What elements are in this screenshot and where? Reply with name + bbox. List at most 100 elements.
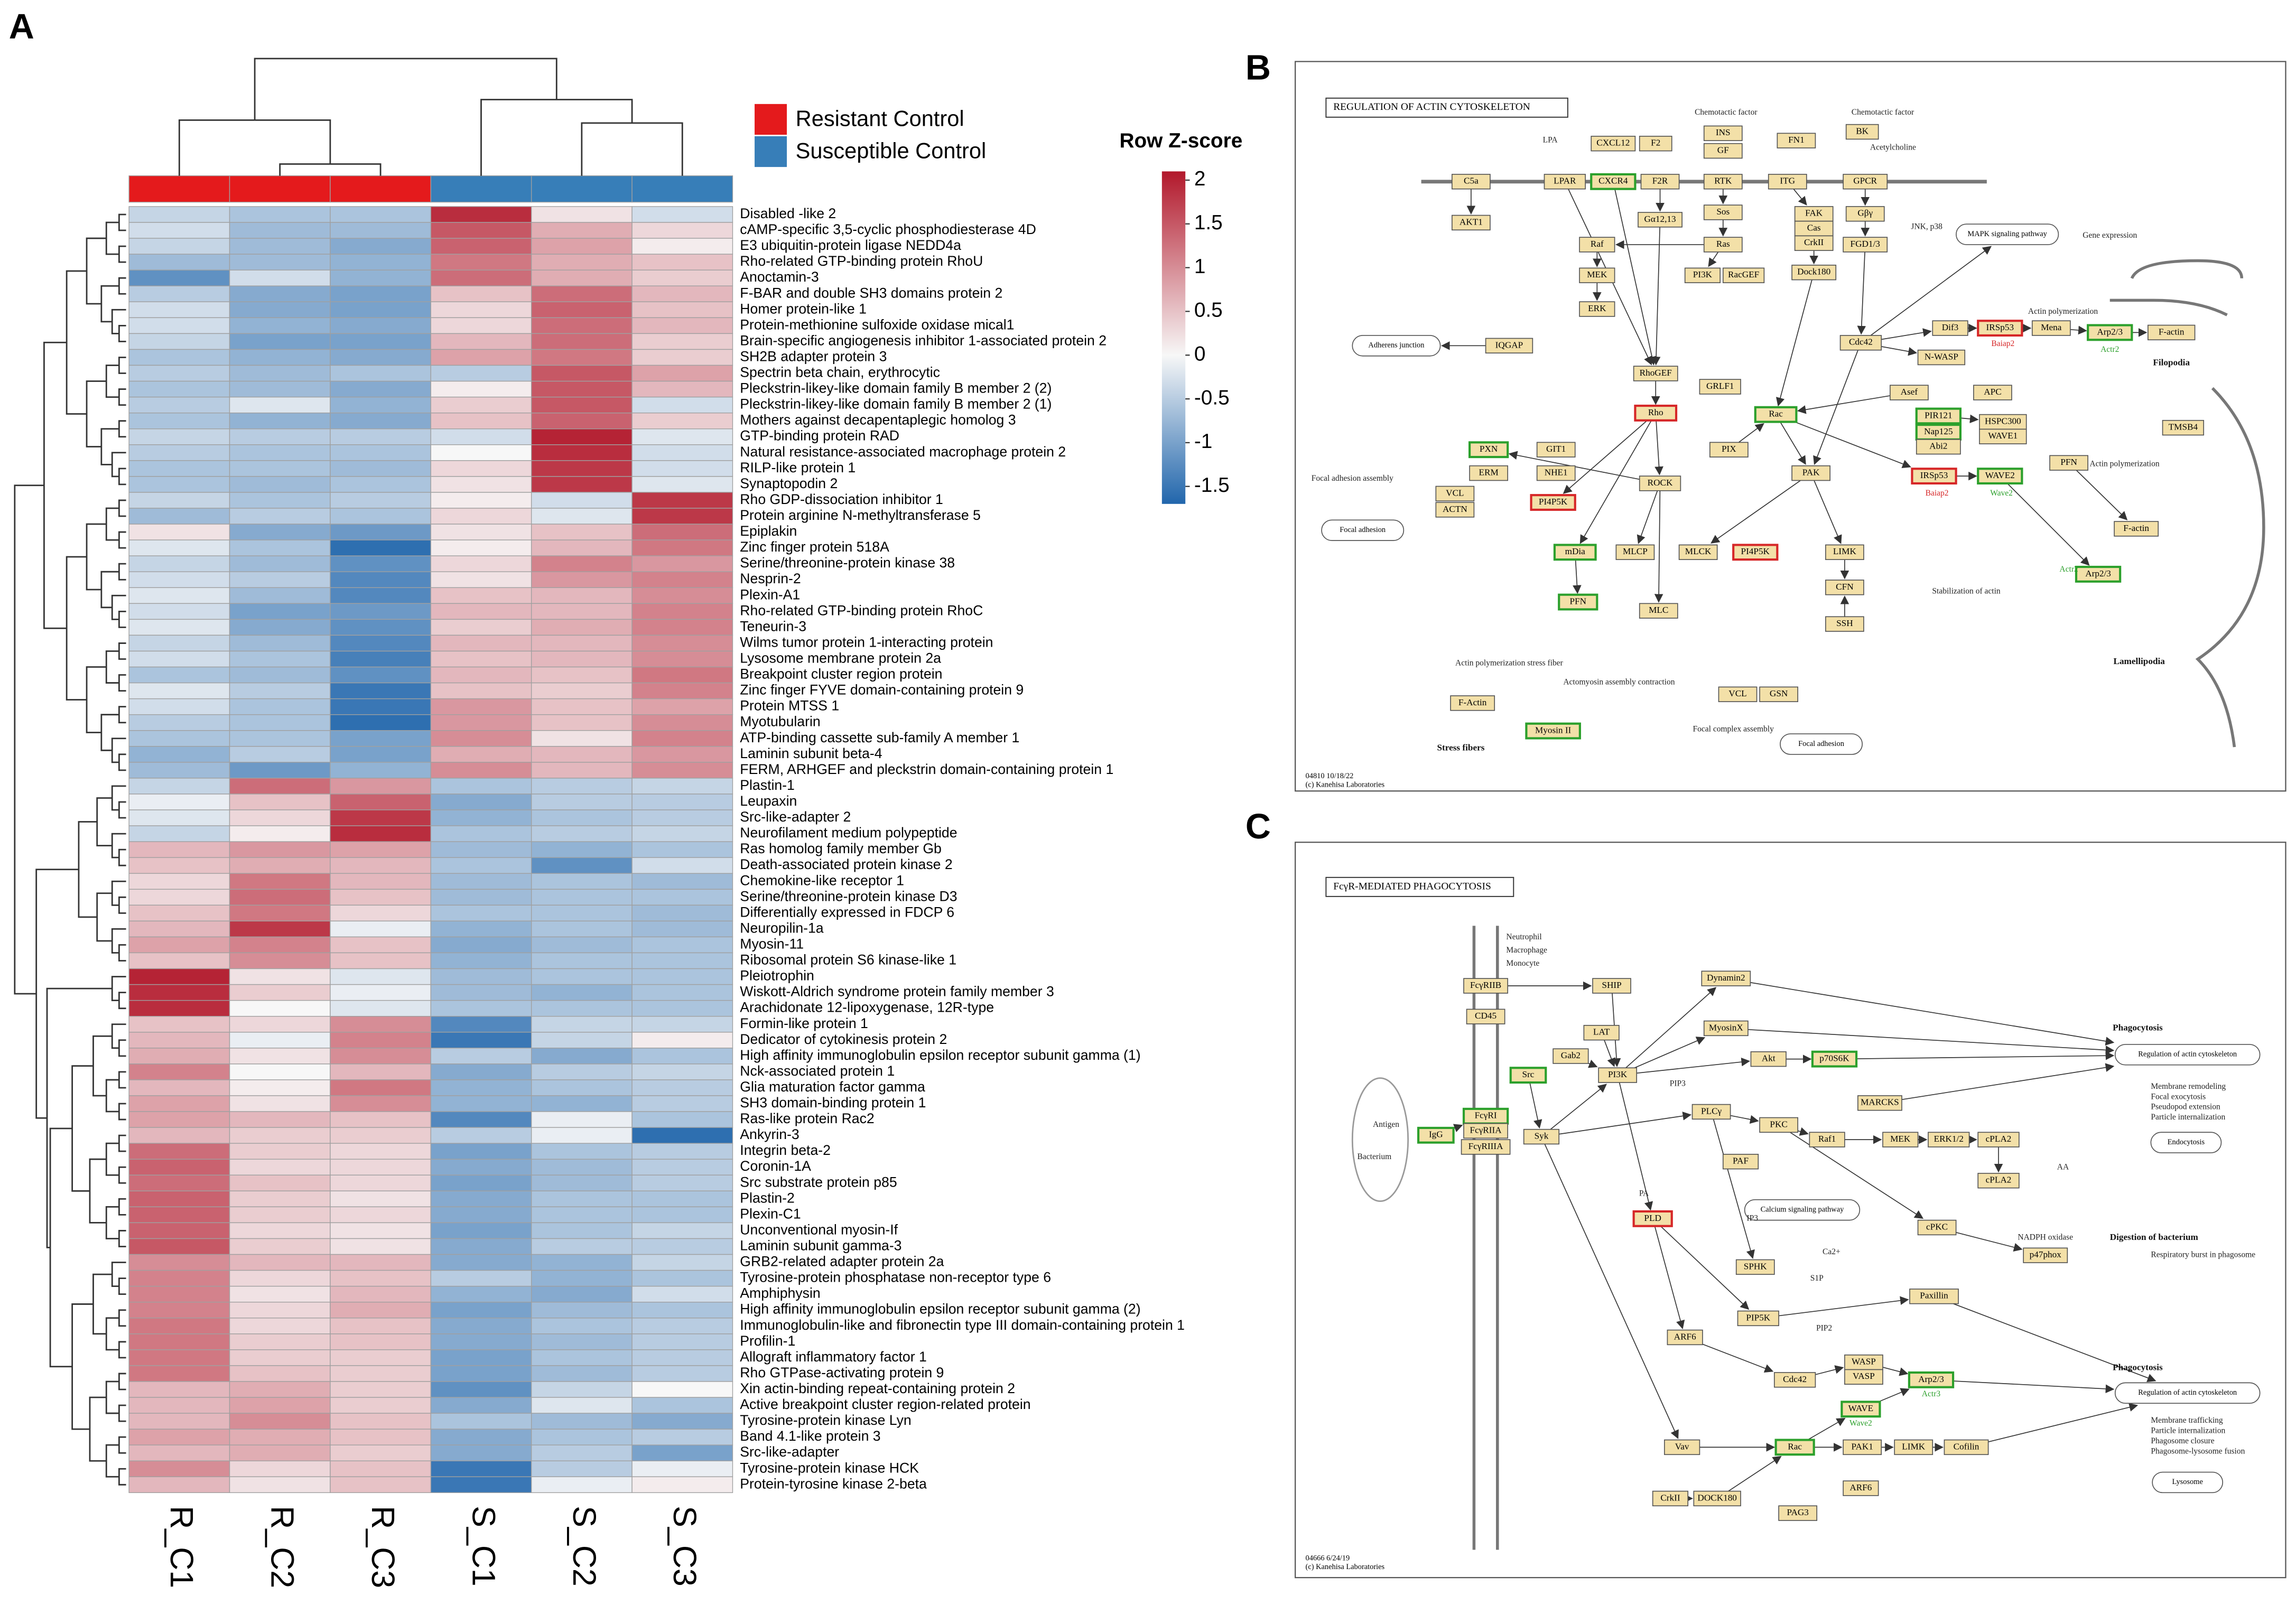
heatmap-cell bbox=[430, 714, 532, 731]
row-label: Breakpoint cluster region protein bbox=[740, 666, 942, 682]
node-label: MyosinX bbox=[1709, 1022, 1744, 1032]
node-label: PAK bbox=[1802, 468, 1820, 478]
node-label: F-Actin bbox=[1458, 697, 1487, 707]
heatmap-cell bbox=[631, 904, 733, 922]
heatmap-cell bbox=[631, 984, 733, 1001]
heatmap-cell bbox=[330, 349, 431, 366]
heatmap-cell bbox=[330, 1032, 431, 1049]
annotation: PA bbox=[1639, 1189, 1649, 1198]
annotation: Bacterium bbox=[1358, 1152, 1392, 1161]
heatmap-cell bbox=[531, 873, 633, 890]
heatmap-cell bbox=[128, 1397, 230, 1414]
heatmap-cell bbox=[128, 1349, 230, 1366]
heatmap-cell bbox=[229, 571, 331, 588]
annotation: Pseudopod extension bbox=[2151, 1103, 2220, 1112]
dendrogram bbox=[96, 892, 113, 942]
heatmap-cell bbox=[531, 349, 633, 366]
node-label: CFN bbox=[1836, 582, 1854, 592]
heatmap-cell bbox=[531, 508, 633, 525]
heatmap-cell bbox=[430, 936, 532, 954]
node-label: Vav bbox=[1675, 1441, 1689, 1451]
node-label: Dock180 bbox=[1797, 267, 1830, 277]
heatmap-cell bbox=[229, 1143, 331, 1160]
heatmap-cell bbox=[128, 1413, 230, 1430]
node-label: PAF bbox=[1733, 1156, 1749, 1166]
heatmap-cell bbox=[128, 650, 230, 668]
edge bbox=[1966, 1403, 2139, 1448]
pathway-frame bbox=[1295, 61, 2286, 792]
heatmap-cell bbox=[229, 1270, 331, 1287]
heatmap-cell bbox=[531, 1095, 633, 1112]
row-label: Profilin-1 bbox=[740, 1333, 795, 1349]
annotation: Phagosome closure bbox=[2151, 1436, 2214, 1445]
heatmap-cell bbox=[430, 746, 532, 763]
row-label: Pleckstrin-likey-like domain family B me… bbox=[740, 380, 1052, 396]
heatmap-cell bbox=[631, 619, 733, 636]
heatmap-cell bbox=[128, 460, 230, 477]
heatmap-cell bbox=[430, 1254, 532, 1271]
heatmap-cell bbox=[229, 1079, 331, 1096]
node bbox=[1509, 1067, 1547, 1084]
heatmap-cell bbox=[330, 444, 431, 461]
row-label: Leupaxin bbox=[740, 793, 797, 809]
heatmap-cell bbox=[531, 794, 633, 810]
node-label: cPKC bbox=[1926, 1221, 1948, 1231]
node bbox=[1839, 335, 1882, 351]
node bbox=[1843, 237, 1888, 253]
heatmap-cell bbox=[330, 1270, 431, 1287]
column-annotation bbox=[128, 175, 230, 203]
heatmap-cell bbox=[229, 603, 331, 620]
node-label: LIMK bbox=[1902, 1441, 1926, 1451]
heatmap-cell bbox=[430, 508, 532, 525]
dendrogram bbox=[66, 270, 87, 415]
node-label: SSH bbox=[1836, 618, 1853, 628]
node bbox=[1634, 404, 1678, 422]
node-label: Endocytosis bbox=[2168, 1138, 2205, 1146]
node bbox=[1451, 174, 1491, 190]
heatmap-cell bbox=[330, 1095, 431, 1112]
heatmap-cell bbox=[330, 1222, 431, 1239]
node bbox=[1718, 686, 1758, 702]
heatmap-cell bbox=[330, 460, 431, 477]
annotation: Actr2 bbox=[2059, 565, 2078, 574]
edge bbox=[1726, 1028, 2115, 1055]
heatmap-cell bbox=[631, 698, 733, 715]
node bbox=[1932, 320, 1968, 336]
heatmap-cell bbox=[531, 952, 633, 969]
node-label: Mena bbox=[2041, 322, 2062, 332]
edge bbox=[1651, 219, 1661, 366]
heatmap-cell bbox=[128, 952, 230, 969]
heatmap-cell bbox=[330, 730, 431, 747]
dendrogram bbox=[89, 1396, 107, 1462]
edge bbox=[1613, 181, 1657, 366]
heatmap-cell bbox=[229, 1318, 331, 1335]
node-label: LAT bbox=[1593, 1027, 1610, 1037]
heatmap-cell bbox=[128, 1270, 230, 1287]
heatmap-cell bbox=[330, 619, 431, 636]
heatmap-cell bbox=[531, 301, 633, 319]
heatmap-cell bbox=[128, 587, 230, 604]
column-label: S_C3 bbox=[667, 1506, 703, 1587]
heatmap-cell bbox=[430, 857, 532, 874]
heatmap-cell bbox=[229, 555, 331, 572]
heatmap-cell bbox=[229, 1190, 331, 1208]
heatmap-cell bbox=[631, 714, 733, 731]
heatmap-cell bbox=[531, 365, 633, 382]
heatmap-cell bbox=[531, 904, 633, 922]
heatmap-cell bbox=[330, 1381, 431, 1398]
row-label: Teneurin-3 bbox=[740, 618, 806, 634]
heatmap-cell bbox=[531, 476, 633, 493]
heatmap-cell bbox=[128, 809, 230, 826]
node bbox=[1640, 174, 1680, 190]
annotation: Particle internalization bbox=[2151, 1113, 2225, 1122]
footer: 04666 6/24/19 bbox=[1306, 1554, 1350, 1562]
row-label: Amphiphysin bbox=[740, 1285, 820, 1301]
heatmap-cell bbox=[531, 1127, 633, 1144]
row-label: Neurofilament medium polypeptide bbox=[740, 825, 957, 841]
heatmap-cell bbox=[430, 1143, 532, 1160]
colorbar-tick-label: 1.5 bbox=[1194, 211, 1223, 234]
heatmap-cell bbox=[128, 778, 230, 795]
row-label: Rho-related GTP-binding protein RhoU bbox=[740, 253, 983, 269]
node-label: LPAR bbox=[1554, 176, 1576, 186]
node-label: MLCP bbox=[1623, 546, 1648, 556]
